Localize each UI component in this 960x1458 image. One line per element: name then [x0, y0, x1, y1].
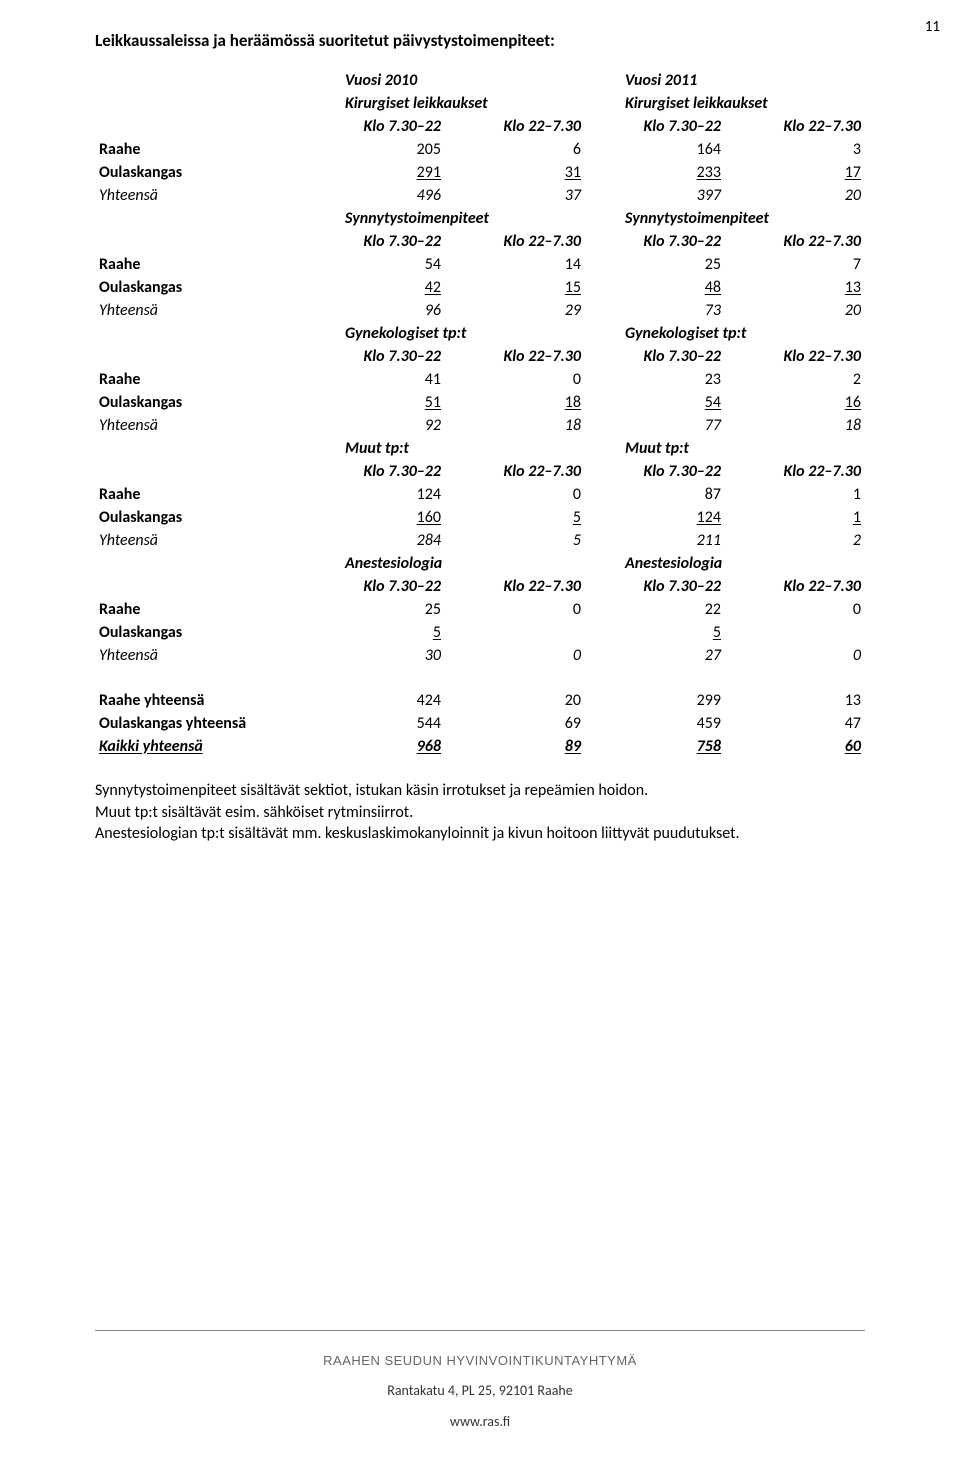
- section-title-left: Gynekologiset tp:t: [305, 322, 585, 345]
- col-head: Klo 22–7.30: [445, 115, 585, 138]
- page-footer: RAAHEN SEUDUN HYVINVOINTIKUNTAYHTYMÄ Ran…: [0, 1330, 960, 1430]
- table-row: Kaikki yhteensä 968 89 758 60: [95, 735, 865, 758]
- table-row: Raahe 205 6 164 3: [95, 138, 865, 161]
- table-row: Yhteensä 496 37 397 20: [95, 184, 865, 207]
- table-row: Raahe yhteensä 424 20 299 13: [95, 689, 865, 712]
- section-title-right: Muut tp:t: [585, 437, 865, 460]
- table-row: Oulaskangas 5 5: [95, 621, 865, 644]
- table-row: Oulaskangas 160 5 124 1: [95, 506, 865, 529]
- page-title: Leikkaussaleissa ja heräämössä suoritetu…: [95, 30, 865, 51]
- table-row: Yhteensä 92 18 77 18: [95, 414, 865, 437]
- table-row: Oulaskangas 42 15 48 13: [95, 276, 865, 299]
- col-head: Klo 22–7.30: [725, 115, 865, 138]
- section-title-right: Gynekologiset tp:t: [585, 322, 865, 345]
- section-title-left: Anestesiologia: [305, 552, 585, 575]
- footnote-line: Muut tp:t sisältävät esim. sähköiset ryt…: [95, 802, 865, 824]
- table-row: Oulaskangas 51 18 54 16: [95, 391, 865, 414]
- table-row: Oulaskangas 291 31 233 17: [95, 161, 865, 184]
- section-title-right: Kirurgiset leikkaukset: [585, 92, 865, 115]
- footnote-line: Synnytystoimenpiteet sisältävät sektiot,…: [95, 780, 865, 802]
- section-title-left: Synnytystoimenpiteet: [305, 207, 585, 230]
- footnotes: Synnytystoimenpiteet sisältävät sektiot,…: [95, 780, 865, 845]
- table-row: Raahe 124 0 87 1: [95, 483, 865, 506]
- section-title-right: Synnytystoimenpiteet: [585, 207, 865, 230]
- footnote-line: Anestesiologian tp:t sisältävät mm. kesk…: [95, 823, 865, 845]
- page-number: 11: [925, 18, 940, 36]
- footer-org: RAAHEN SEUDUN HYVINVOINTIKUNTAYHTYMÄ: [0, 1353, 960, 1368]
- table-row: Yhteensä 30 0 27 0: [95, 644, 865, 667]
- year-right: Vuosi 2011: [585, 69, 865, 92]
- data-table: Vuosi 2010 Vuosi 2011 Kirurgiset leikkau…: [95, 69, 865, 758]
- footer-rule: [95, 1330, 865, 1331]
- section-title-right: Anestesiologia: [585, 552, 865, 575]
- col-head: Klo 7.30–22: [585, 115, 725, 138]
- col-head: Klo 7.30–22: [305, 115, 445, 138]
- table-row: Oulaskangas yhteensä 544 69 459 47: [95, 712, 865, 735]
- footer-address: Rantakatu 4, PL 25, 92101 Raahe: [0, 1382, 960, 1399]
- year-left: Vuosi 2010: [305, 69, 585, 92]
- table-row: Raahe 41 0 23 2: [95, 368, 865, 391]
- section-title-left: Muut tp:t: [305, 437, 585, 460]
- table-row: Raahe 54 14 25 7: [95, 253, 865, 276]
- footer-site: www.ras.fi: [0, 1413, 960, 1430]
- table-row: Raahe 25 0 22 0: [95, 598, 865, 621]
- table-row: Yhteensä 284 5 211 2: [95, 529, 865, 552]
- section-title-left: Kirurgiset leikkaukset: [305, 92, 585, 115]
- table-row: Yhteensä 96 29 73 20: [95, 299, 865, 322]
